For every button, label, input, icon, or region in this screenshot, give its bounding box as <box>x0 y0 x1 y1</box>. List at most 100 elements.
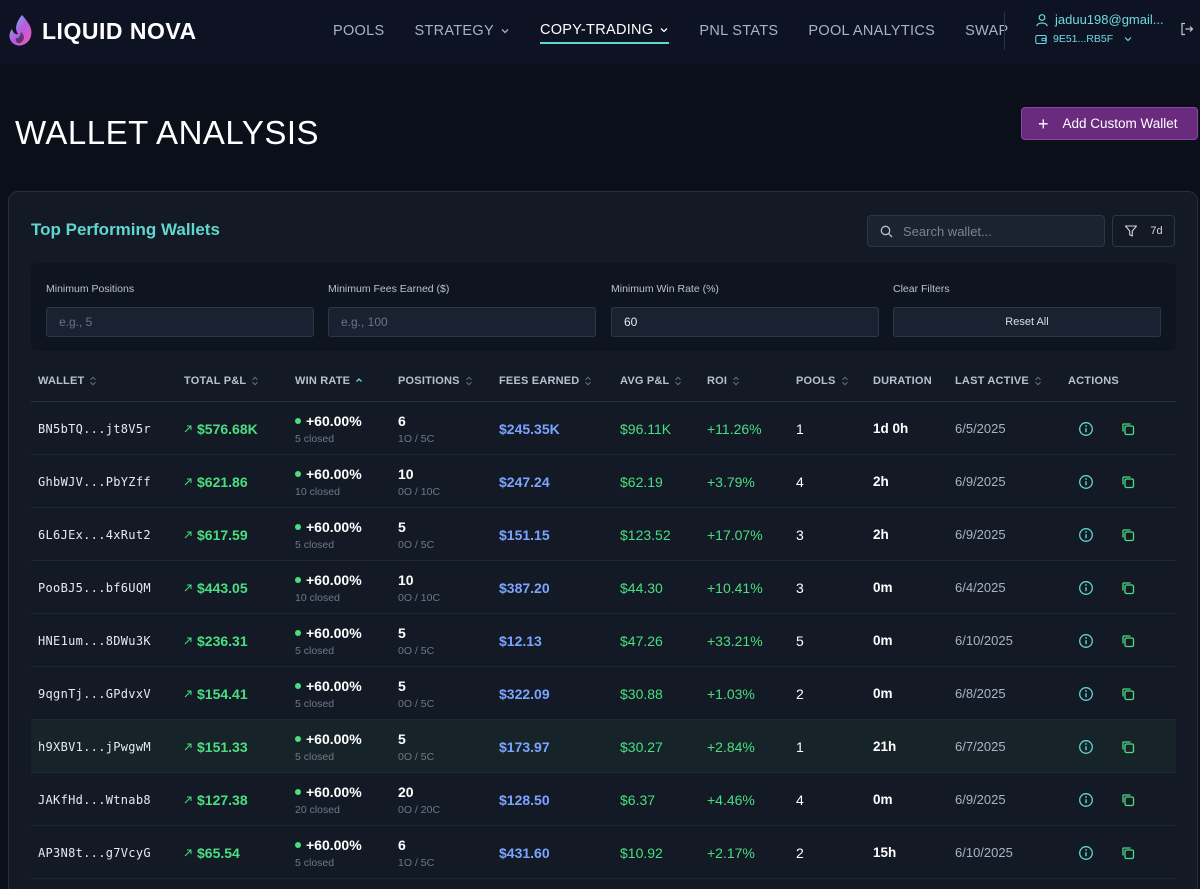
search-box[interactable] <box>867 215 1105 247</box>
period-filter-button[interactable]: 7d <box>1112 215 1175 247</box>
wallet-selector[interactable]: 9E51...RB5F <box>1035 33 1164 45</box>
table-row[interactable]: JAKfHd...Wtnab8 $127.38 +60.00% 20 close… <box>31 773 1176 826</box>
logout-icon[interactable] <box>1180 22 1194 36</box>
col-win-rate[interactable]: WIN RATE <box>295 375 363 387</box>
total-pnl: $65.54 <box>184 826 240 879</box>
copy-icon[interactable] <box>1120 474 1136 490</box>
pools-count: 4 <box>796 791 804 808</box>
search-input[interactable] <box>903 223 1093 239</box>
wallet-address[interactable]: 6L6JEx...4xRut2 <box>38 527 151 542</box>
win-rate: +60.00% 5 closed <box>295 508 362 561</box>
filters-panel: Minimum Positions Minimum Fees Earned ($… <box>31 263 1176 351</box>
info-icon[interactable] <box>1078 686 1094 702</box>
total-pnl-value: $151.33 <box>197 738 248 755</box>
col-last-active[interactable]: LAST ACTIVE <box>955 375 1042 387</box>
avg-pnl: $62.19 <box>620 473 663 490</box>
col-wallet[interactable]: WALLET <box>38 375 97 387</box>
min-positions-input[interactable] <box>46 307 314 337</box>
info-icon[interactable] <box>1078 580 1094 596</box>
col-roi[interactable]: ROI <box>707 375 740 387</box>
copy-icon[interactable] <box>1120 792 1136 808</box>
table-row[interactable]: 9qgnTj...GPdvxV $154.41 +60.00% 5 closed… <box>31 667 1176 720</box>
table-header: WALLET TOTAL P&L WIN RATE POSITIONS FEES… <box>31 360 1176 402</box>
info-icon[interactable] <box>1078 739 1094 755</box>
status-dot <box>295 470 301 477</box>
nav-pnl-stats-label: PNL STATS <box>699 23 779 39</box>
win-rate-value: +60.00% <box>306 465 362 482</box>
info-icon[interactable] <box>1078 527 1094 543</box>
user-icon <box>1036 13 1048 26</box>
copy-icon[interactable] <box>1120 527 1136 543</box>
table-row[interactable]: AP3N8t...g7VcyG $65.54 +60.00% 5 closed … <box>31 826 1176 879</box>
pools-count: 5 <box>796 632 804 649</box>
positions: 20 0O / 20C <box>398 773 440 826</box>
table-row[interactable]: 6L6JEx...4xRut2 $617.59 +60.00% 5 closed… <box>31 508 1176 561</box>
table-row[interactable]: BN5bTQ...jt8V5r $576.68K +60.00% 5 close… <box>31 402 1176 455</box>
info-icon[interactable] <box>1078 421 1094 437</box>
duration: 15h <box>873 845 897 860</box>
wallet-address[interactable]: BN5bTQ...jt8V5r <box>38 421 151 436</box>
positions-value: 5 <box>398 730 406 747</box>
sort-icon <box>675 376 682 385</box>
nav-swap[interactable]: SWAP <box>965 20 1008 42</box>
last-active: 6/7/2025 <box>955 739 1006 754</box>
nav-copy-trading[interactable]: COPY-TRADING <box>539 20 670 44</box>
user-menu[interactable]: jaduu198@gmail... 9E51...RB5F <box>1035 12 1164 45</box>
reset-all-button[interactable]: Reset All <box>893 307 1161 337</box>
search-icon <box>880 225 893 237</box>
nav-pnl-stats[interactable]: PNL STATS <box>699 20 778 42</box>
min-fees-input[interactable] <box>328 307 596 337</box>
wallet-address[interactable]: JAKfHd...Wtnab8 <box>38 792 151 807</box>
nav-pools[interactable]: POOLS <box>333 20 384 42</box>
wallet-address[interactable]: h9XBV1...jPwgwM <box>38 739 151 754</box>
info-icon[interactable] <box>1078 633 1094 649</box>
table-row[interactable]: h9XBV1...jPwgwM $151.33 +60.00% 5 closed… <box>31 720 1176 773</box>
wallet-address[interactable]: AP3N8t...g7VcyG <box>38 845 151 860</box>
wallet-address[interactable]: GhbWJV...PbYZff <box>38 474 151 489</box>
nav-strategy[interactable]: STRATEGY <box>414 20 509 42</box>
col-positions[interactable]: POSITIONS <box>398 375 473 387</box>
column-label: DURATION <box>873 374 932 387</box>
table-row[interactable]: PooBJ5...bf6UQM $443.05 +60.00% 10 close… <box>31 561 1176 614</box>
positions-breakdown: 0O / 5C <box>398 538 435 551</box>
info-icon[interactable] <box>1078 792 1094 808</box>
copy-icon[interactable] <box>1120 421 1136 437</box>
column-label: WALLET <box>38 374 85 387</box>
col-fees-earned[interactable]: FEES EARNED <box>499 375 592 387</box>
col-pools[interactable]: POOLS <box>796 375 849 387</box>
wallet-address[interactable]: HNE1um...8DWu3K <box>38 633 151 648</box>
info-icon[interactable] <box>1078 474 1094 490</box>
copy-icon[interactable] <box>1120 739 1136 755</box>
total-pnl-value: $576.68K <box>197 420 258 437</box>
min-winrate-input[interactable] <box>611 307 879 337</box>
sort-icon <box>585 376 592 385</box>
wallets-card: Top Performing Wallets 7d Minimum Positi… <box>8 191 1198 889</box>
roi: +3.79% <box>707 473 755 490</box>
table-row[interactable]: HNE1um...8DWu3K $236.31 +60.00% 5 closed… <box>31 614 1176 667</box>
info-icon[interactable] <box>1078 845 1094 861</box>
wallet-address[interactable]: PooBJ5...bf6UQM <box>38 580 151 595</box>
brand-logo[interactable]: LIQUID NOVA <box>8 14 197 48</box>
wallet-address[interactable]: 9qgnTj...GPdvxV <box>38 686 151 701</box>
positions-breakdown: 0O / 10C <box>398 591 441 604</box>
column-label: WIN RATE <box>295 374 351 387</box>
fees-earned: $431.60 <box>499 844 550 861</box>
row-actions <box>1078 667 1136 720</box>
add-custom-wallet-button[interactable]: + Add Custom Wallet <box>1021 107 1198 140</box>
win-rate-value: +60.00% <box>306 783 362 800</box>
nav-pool-analytics[interactable]: POOL ANALYTICS <box>808 20 935 42</box>
win-rate: +60.00% 5 closed <box>295 402 362 455</box>
status-dot <box>295 788 301 795</box>
copy-icon[interactable] <box>1120 686 1136 702</box>
copy-icon[interactable] <box>1120 580 1136 596</box>
total-pnl: $151.33 <box>184 720 248 773</box>
positions-value: 10 <box>398 571 414 588</box>
positions-breakdown: 1O / 5C <box>398 432 435 445</box>
table-row[interactable]: GhbWJV...PbYZff $621.86 +60.00% 10 close… <box>31 455 1176 508</box>
copy-icon[interactable] <box>1120 633 1136 649</box>
positions: 5 0O / 5C <box>398 667 434 720</box>
col-total-pnl[interactable]: TOTAL P&L <box>184 375 259 387</box>
copy-icon[interactable] <box>1120 845 1136 861</box>
col-avg-pnl[interactable]: AVG P&L <box>620 375 682 387</box>
last-active: 6/10/2025 <box>955 845 1013 860</box>
